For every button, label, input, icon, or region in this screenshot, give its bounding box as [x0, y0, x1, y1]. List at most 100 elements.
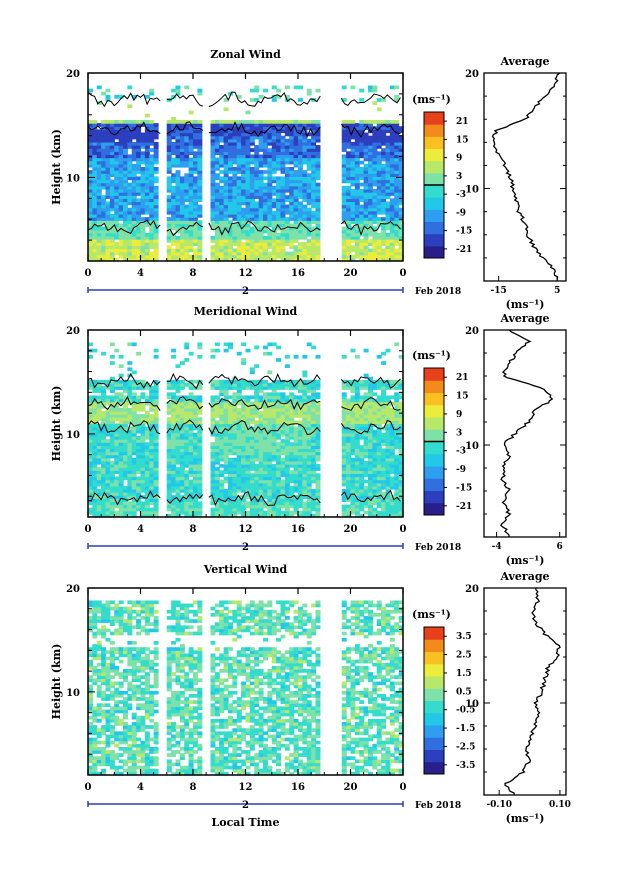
heatmap-cell	[193, 248, 198, 252]
heatmap-cell	[145, 411, 150, 415]
heatmap-cell	[211, 442, 216, 446]
heatmap-cell	[136, 198, 141, 202]
heatmap-cell	[359, 161, 364, 165]
heatmap-cell	[316, 120, 321, 124]
heatmap-cell	[377, 233, 382, 237]
colorbar-swatch	[424, 234, 444, 247]
heatmap-cell	[359, 205, 364, 209]
heatmap-cell	[359, 183, 364, 187]
heatmap-cell	[132, 458, 137, 462]
heatmap-cell	[211, 349, 216, 353]
heatmap-cell	[263, 511, 268, 515]
heatmap-cell	[193, 395, 198, 399]
heatmap-cell	[272, 186, 277, 190]
heatmap-cell	[289, 223, 294, 227]
heatmap-cell	[228, 176, 233, 180]
heatmap-cell	[276, 233, 281, 237]
heatmap-cell	[180, 361, 185, 365]
heatmap-cell	[377, 151, 382, 155]
heatmap-cell	[281, 120, 286, 124]
heatmap-cell	[193, 176, 198, 180]
heatmap-cell	[285, 217, 290, 221]
heatmap-cell	[285, 195, 290, 199]
heatmap-cell	[289, 392, 294, 396]
heatmap-cell	[232, 248, 237, 252]
heatmap-cell	[184, 358, 189, 362]
heatmap-cell	[127, 408, 132, 412]
heatmap-cell	[351, 142, 356, 146]
heatmap-cell	[276, 120, 281, 124]
heatmap-cell	[197, 501, 202, 505]
heatmap-cell	[106, 201, 111, 205]
heatmap-cell	[171, 349, 176, 353]
heatmap-cell	[372, 101, 377, 105]
heatmap-cell	[281, 511, 286, 515]
heatmap-cell	[377, 120, 382, 124]
heatmap-cell	[241, 208, 246, 212]
heatmap-cell	[228, 458, 233, 462]
heatmap-cell	[359, 239, 364, 243]
heatmap-cell	[171, 392, 176, 396]
heatmap-cell	[106, 95, 111, 99]
heatmap-cell	[272, 342, 277, 346]
heatmap-cell	[176, 364, 181, 368]
heatmap-cell	[263, 380, 268, 384]
heatmap-cell	[394, 248, 399, 252]
heatmap-cell	[154, 349, 159, 353]
heatmap-cell	[180, 120, 185, 124]
heatmap-cell	[127, 120, 132, 124]
heatmap-cell	[289, 252, 294, 256]
heatmap-cell	[368, 120, 373, 124]
heatmap-cell	[127, 86, 132, 90]
heatmap-cell	[215, 349, 220, 353]
heatmap-cell	[154, 176, 159, 180]
heatmap-cell	[197, 342, 202, 346]
heatmap-cell	[97, 129, 102, 133]
heatmap-cell	[211, 245, 216, 249]
heatmap-cell	[119, 408, 124, 412]
heatmap-cell	[189, 352, 194, 356]
colorbar-swatch	[424, 161, 444, 174]
heatmap-cell	[119, 364, 124, 368]
heatmap-cell	[281, 439, 286, 443]
heatmap-cell	[263, 176, 268, 180]
heatmap-cell	[176, 236, 181, 240]
heatmap-cell	[285, 252, 290, 256]
heatmap-cell	[272, 211, 277, 215]
heatmap-cell	[377, 98, 382, 102]
heatmap-cell	[342, 154, 347, 158]
heatmap-cell	[289, 511, 294, 515]
heatmap-cell	[197, 89, 202, 93]
heatmap-cell	[272, 198, 277, 202]
heatmap-cell	[197, 205, 202, 209]
heatmap-cell	[171, 173, 176, 177]
heatmap-cell	[101, 352, 106, 356]
heatmap-cell	[114, 511, 119, 515]
heatmap-cell	[276, 176, 281, 180]
heatmap-cell	[110, 355, 115, 359]
profile-frame	[484, 73, 566, 281]
heatmap-cell	[359, 89, 364, 93]
x-tick-label: 0	[400, 268, 407, 279]
heatmap-cell	[101, 92, 106, 96]
heatmap-cell	[149, 89, 154, 93]
heatmap-cell	[342, 120, 347, 124]
profile-x-label: (ms⁻¹)	[506, 298, 545, 311]
heatmap-cell	[298, 420, 303, 424]
x-tick-label: 20	[344, 268, 358, 279]
heatmap-cell	[259, 154, 264, 158]
heatmap-cell	[184, 383, 189, 387]
heatmap-cell	[381, 148, 386, 152]
colorbar-swatch	[424, 185, 444, 198]
heatmap-cell	[123, 486, 128, 490]
heatmap-cell	[372, 120, 377, 124]
heatmap-cell	[219, 380, 224, 384]
heatmap-cell	[154, 186, 159, 190]
heatmap-cell	[346, 186, 351, 190]
heatmap-cell	[298, 98, 303, 102]
heatmap-cell	[127, 183, 132, 187]
heatmap-cell	[197, 355, 202, 359]
heatmap-cell	[114, 424, 119, 428]
